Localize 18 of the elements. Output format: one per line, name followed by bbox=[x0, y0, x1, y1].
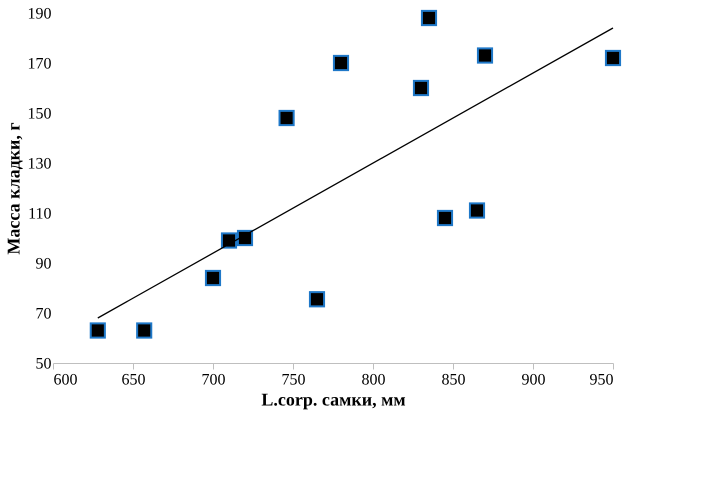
x-tick-label: 700 bbox=[202, 372, 226, 388]
x-tick-label: 750 bbox=[282, 372, 306, 388]
x-tick-label: 650 bbox=[122, 372, 146, 388]
x-tick-label: 850 bbox=[442, 372, 466, 388]
x-tick-label: 800 bbox=[362, 372, 386, 388]
y-tick-label: 90 bbox=[36, 256, 52, 272]
y-tick-label: 50 bbox=[36, 356, 52, 372]
x-tick-label: 900 bbox=[522, 372, 546, 388]
y-tick-label: 170 bbox=[28, 56, 52, 72]
x-tick-label: 600 bbox=[54, 372, 78, 388]
y-tick-label: 110 bbox=[28, 206, 52, 222]
x-tick-label: 950 bbox=[590, 372, 614, 388]
y-axis-title: Масса кладки, г bbox=[4, 122, 24, 255]
y-tick-label: 70 bbox=[36, 306, 52, 322]
x-axis-title: L.corp. самки, мм bbox=[261, 390, 406, 410]
y-tick-label: 150 bbox=[28, 106, 52, 122]
y-tick-label: 130 bbox=[28, 156, 52, 172]
y-tick-label: 190 bbox=[28, 6, 52, 22]
